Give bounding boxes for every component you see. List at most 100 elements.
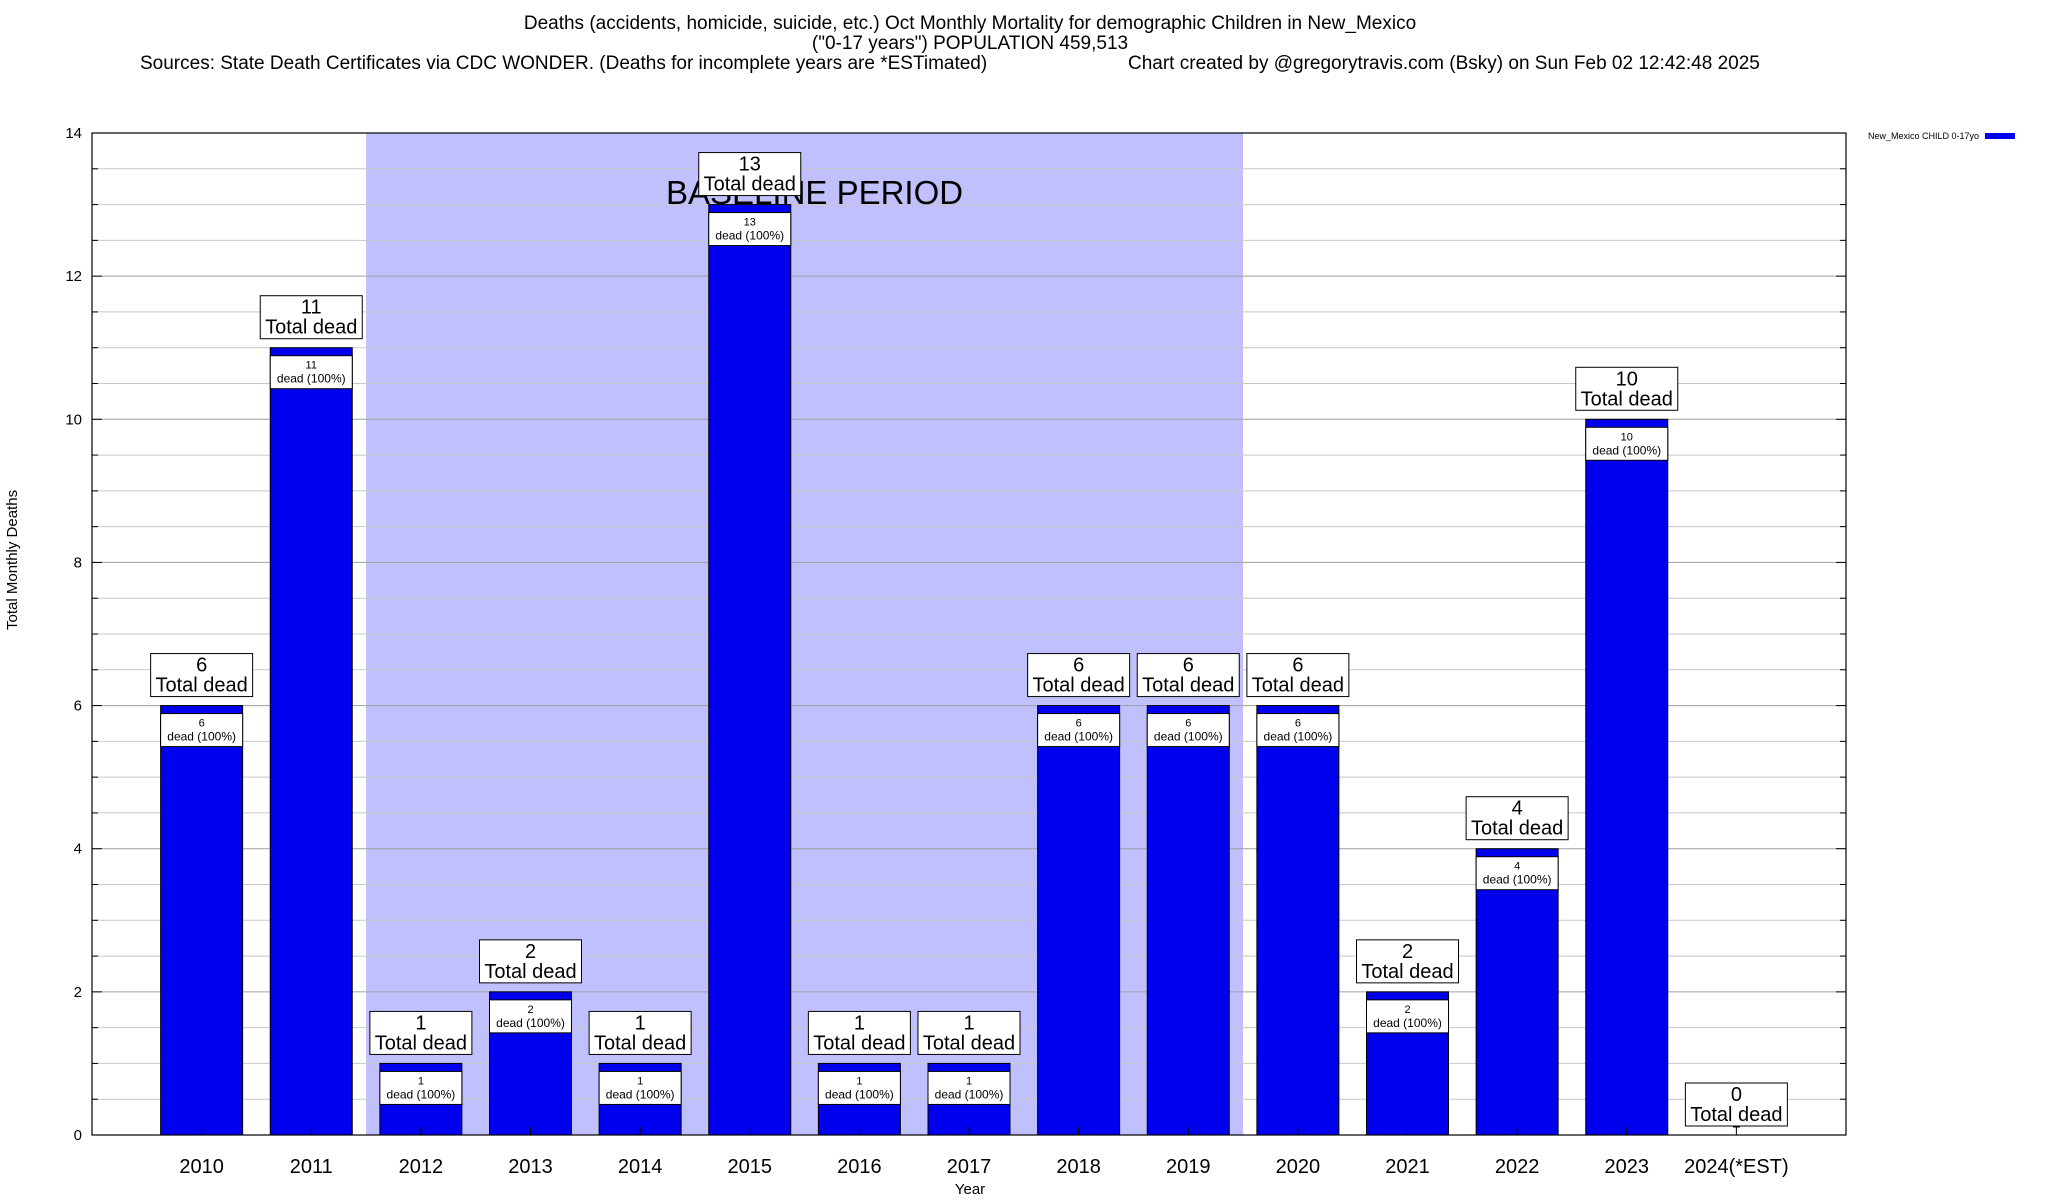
- total-label-box: [1356, 939, 1459, 984]
- x-tick-label: 2010: [179, 1156, 224, 1178]
- x-tick-label: 2013: [508, 1156, 553, 1178]
- total-dead-label: Total dead: [923, 1032, 1015, 1054]
- bar-value-label: 6: [199, 718, 205, 730]
- total-label-box: [588, 1010, 692, 1055]
- bar-value-label: 10: [1621, 431, 1633, 443]
- x-tick-label: 2021: [1385, 1156, 1430, 1178]
- total-label-box: [1246, 653, 1350, 698]
- y-tick-label: 0: [74, 1127, 82, 1144]
- x-tick-label: 2016: [837, 1156, 882, 1178]
- total-value-label: 4: [1512, 798, 1523, 820]
- total-dead-label: Total dead: [1142, 675, 1234, 697]
- x-tick-label: 2017: [947, 1156, 992, 1178]
- total-value-label: 6: [1292, 655, 1303, 677]
- total-dead-label: Total dead: [704, 174, 796, 196]
- bar-value-label: 4: [1514, 861, 1520, 873]
- x-tick-label: 2023: [1605, 1156, 1650, 1178]
- total-label-box: [150, 653, 254, 698]
- bar-value-label: 11: [306, 360, 317, 372]
- x-tick-label: 2022: [1495, 1156, 1540, 1178]
- y-tick-label: 2: [74, 984, 82, 1001]
- bar-percent-label: dead (100%): [277, 372, 346, 386]
- bar-percent-label: dead (100%): [606, 1087, 675, 1101]
- bar: [1585, 418, 1669, 1136]
- bar-percent-label: dead (100%): [1264, 730, 1333, 744]
- total-dead-label: Total dead: [1471, 818, 1563, 840]
- legend-swatch: [1985, 133, 2016, 139]
- bar-value-label: 6: [1076, 718, 1082, 730]
- total-label-box: [1684, 1082, 1788, 1127]
- bar-label-box: [379, 1070, 463, 1105]
- y-tick-label: 14: [65, 125, 82, 142]
- bar-value-label: 2: [1404, 1004, 1410, 1016]
- total-value-label: 2: [1402, 941, 1413, 963]
- bar-percent-label: dead (100%): [1592, 443, 1661, 457]
- total-label-box: [1136, 653, 1240, 698]
- bar-percent-label: dead (100%): [1373, 1016, 1442, 1030]
- bar: [1037, 705, 1121, 1136]
- bar-value-label: 2: [527, 1004, 533, 1016]
- bar-percent-label: dead (100%): [167, 730, 236, 744]
- total-value-label: 2: [525, 941, 536, 963]
- bar-value-label: 1: [418, 1075, 424, 1087]
- bar-percent-label: dead (100%): [1483, 873, 1552, 887]
- bar-label-box: [269, 355, 353, 390]
- bar-percent-label: dead (100%): [496, 1016, 565, 1030]
- total-label-box: [259, 295, 363, 340]
- total-dead-label: Total dead: [813, 1032, 905, 1054]
- total-dead-label: Total dead: [265, 317, 357, 339]
- bar-label-box: [1585, 426, 1669, 461]
- total-label-box: [1575, 366, 1679, 411]
- total-value-label: 10: [1616, 368, 1638, 390]
- bar-label-box: [708, 212, 792, 247]
- x-tick-label: 2012: [399, 1156, 444, 1178]
- total-label-box: [479, 939, 582, 984]
- bar: [269, 347, 353, 1136]
- plot-frame: [91, 132, 1847, 1136]
- bar-label-box: [598, 1070, 682, 1105]
- bar-value-label: 6: [1185, 718, 1191, 730]
- bar-label-box: [1475, 856, 1559, 891]
- bar: [1146, 705, 1230, 1136]
- total-label-box: [369, 1010, 473, 1055]
- chart-title: Deaths (accidents, homicide, suicide, et…: [523, 13, 1417, 34]
- total-value-label: 6: [1073, 655, 1084, 677]
- x-axis-label: Year: [954, 1181, 986, 1198]
- total-dead-label: Total dead: [155, 675, 247, 697]
- total-dead-label: Total dead: [375, 1032, 467, 1054]
- y-tick-label: 12: [65, 268, 82, 285]
- bar-label-box: [927, 1070, 1011, 1105]
- bar: [160, 705, 244, 1136]
- legend: New_Mexico CHILD 0-17yo: [1868, 131, 2016, 141]
- bar: [708, 204, 792, 1136]
- total-dead-label: Total dead: [594, 1032, 686, 1054]
- total-value-label: 6: [1183, 655, 1194, 677]
- y-axis-label: Total Monthly Deaths: [4, 489, 21, 630]
- bar-label-box: [489, 999, 572, 1034]
- bar-value-label: 6: [1295, 718, 1301, 730]
- x-tick-label: 2019: [1166, 1156, 1211, 1178]
- total-value-label: 13: [739, 154, 761, 176]
- bar-label-box: [1366, 999, 1449, 1034]
- total-dead-label: Total dead: [1032, 675, 1124, 697]
- bar: [1256, 705, 1340, 1136]
- total-label-box: [698, 152, 802, 197]
- total-value-label: 11: [301, 297, 322, 319]
- bar-percent-label: dead (100%): [1044, 730, 1113, 744]
- bar-percent-label: dead (100%): [935, 1087, 1004, 1101]
- chart-sources: Sources: State Death Certificates via CD…: [140, 53, 988, 74]
- bar-value-label: 1: [856, 1075, 862, 1087]
- bar-label-box: [817, 1070, 901, 1105]
- bar-value-label: 13: [744, 217, 756, 229]
- bar-percent-label: dead (100%): [387, 1087, 456, 1101]
- x-tick-label: 2020: [1276, 1156, 1321, 1178]
- total-dead-label: Total dead: [1581, 388, 1673, 410]
- bar-label-box: [1256, 713, 1340, 748]
- y-tick-label: 10: [65, 411, 82, 428]
- total-value-label: 0: [1731, 1084, 1742, 1106]
- bar-value-label: 1: [637, 1075, 643, 1087]
- bar: [1475, 848, 1559, 1136]
- bar-label-box: [1146, 713, 1230, 748]
- total-value-label: 1: [963, 1012, 974, 1034]
